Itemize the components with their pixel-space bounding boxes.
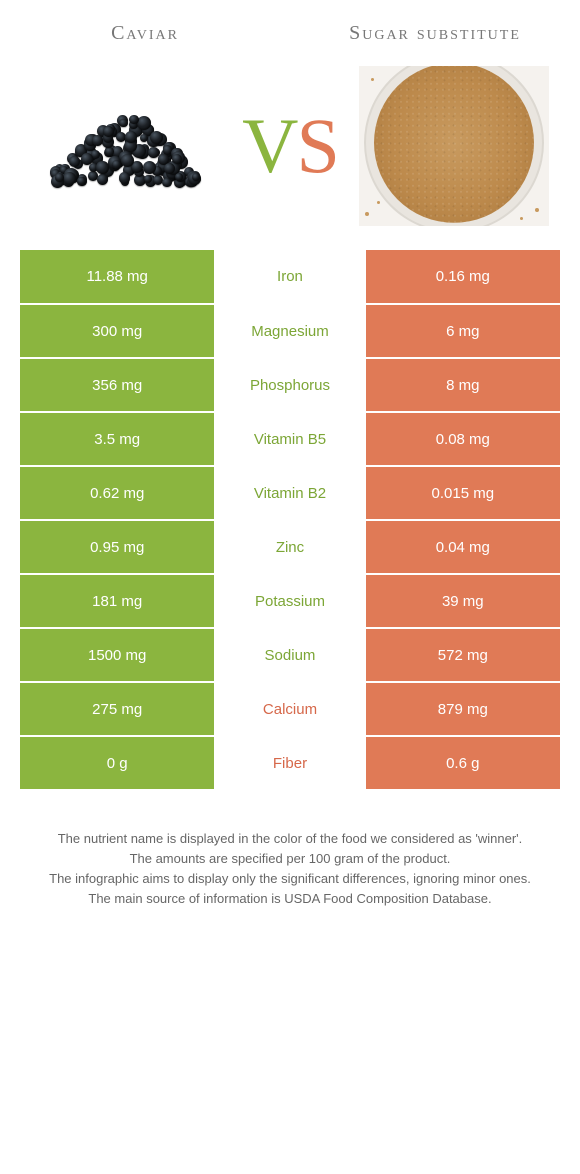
right-value: 572 mg: [366, 628, 560, 682]
table-row: 356 mgPhosphorus8 mg: [20, 358, 560, 412]
infographic-container: Caviar Sugar substitute VS 11.88 mgIron0…: [0, 0, 580, 910]
table-row: 0.95 mgZinc0.04 mg: [20, 520, 560, 574]
sugar-substitute-icon: [359, 66, 549, 226]
nutrient-name: Phosphorus: [214, 358, 365, 412]
left-value: 1500 mg: [20, 628, 214, 682]
vs-s: S: [296, 101, 337, 191]
left-value: 300 mg: [20, 304, 214, 358]
vs-v: V: [242, 101, 296, 191]
nutrient-name: Potassium: [214, 574, 365, 628]
left-value: 356 mg: [20, 358, 214, 412]
nutrient-name: Magnesium: [214, 304, 365, 358]
table-row: 0.62 mgVitamin B20.015 mg: [20, 466, 560, 520]
right-food-title: Sugar substitute: [290, 20, 580, 46]
left-food-image: [20, 81, 232, 211]
right-value: 0.6 g: [366, 736, 560, 790]
table-row: 275 mgCalcium879 mg: [20, 682, 560, 736]
left-value: 0 g: [20, 736, 214, 790]
footer-line-3: The infographic aims to display only the…: [30, 869, 550, 889]
table-row: 0 gFiber0.6 g: [20, 736, 560, 790]
nutrient-name: Zinc: [214, 520, 365, 574]
left-value: 3.5 mg: [20, 412, 214, 466]
left-value: 181 mg: [20, 574, 214, 628]
nutrient-name: Iron: [214, 250, 365, 304]
table-row: 300 mgMagnesium6 mg: [20, 304, 560, 358]
right-value: 0.04 mg: [366, 520, 560, 574]
nutrient-table: 11.88 mgIron0.16 mg300 mgMagnesium6 mg35…: [20, 250, 560, 791]
nutrient-name: Vitamin B2: [214, 466, 365, 520]
right-value: 6 mg: [366, 304, 560, 358]
left-value: 275 mg: [20, 682, 214, 736]
right-value: 0.16 mg: [366, 250, 560, 304]
nutrient-name: Calcium: [214, 682, 365, 736]
right-value: 879 mg: [366, 682, 560, 736]
right-value: 39 mg: [366, 574, 560, 628]
table-row: 181 mgPotassium39 mg: [20, 574, 560, 628]
right-value: 0.08 mg: [366, 412, 560, 466]
left-food-title: Caviar: [0, 20, 290, 46]
right-value: 8 mg: [366, 358, 560, 412]
nutrient-name: Fiber: [214, 736, 365, 790]
caviar-icon: [41, 81, 211, 211]
footer-line-2: The amounts are specified per 100 gram o…: [30, 849, 550, 869]
footer-notes: The nutrient name is displayed in the co…: [0, 791, 580, 910]
vs-label: VS: [242, 101, 338, 191]
left-value: 0.62 mg: [20, 466, 214, 520]
table-row: 3.5 mgVitamin B50.08 mg: [20, 412, 560, 466]
nutrient-name: Sodium: [214, 628, 365, 682]
images-row: VS: [0, 56, 580, 250]
footer-line-1: The nutrient name is displayed in the co…: [30, 829, 550, 849]
footer-line-4: The main source of information is USDA F…: [30, 889, 550, 909]
table-row: 11.88 mgIron0.16 mg: [20, 250, 560, 304]
nutrient-name: Vitamin B5: [214, 412, 365, 466]
title-row: Caviar Sugar substitute: [0, 0, 580, 56]
left-value: 11.88 mg: [20, 250, 214, 304]
right-food-image: [348, 66, 560, 226]
left-value: 0.95 mg: [20, 520, 214, 574]
right-value: 0.015 mg: [366, 466, 560, 520]
table-row: 1500 mgSodium572 mg: [20, 628, 560, 682]
